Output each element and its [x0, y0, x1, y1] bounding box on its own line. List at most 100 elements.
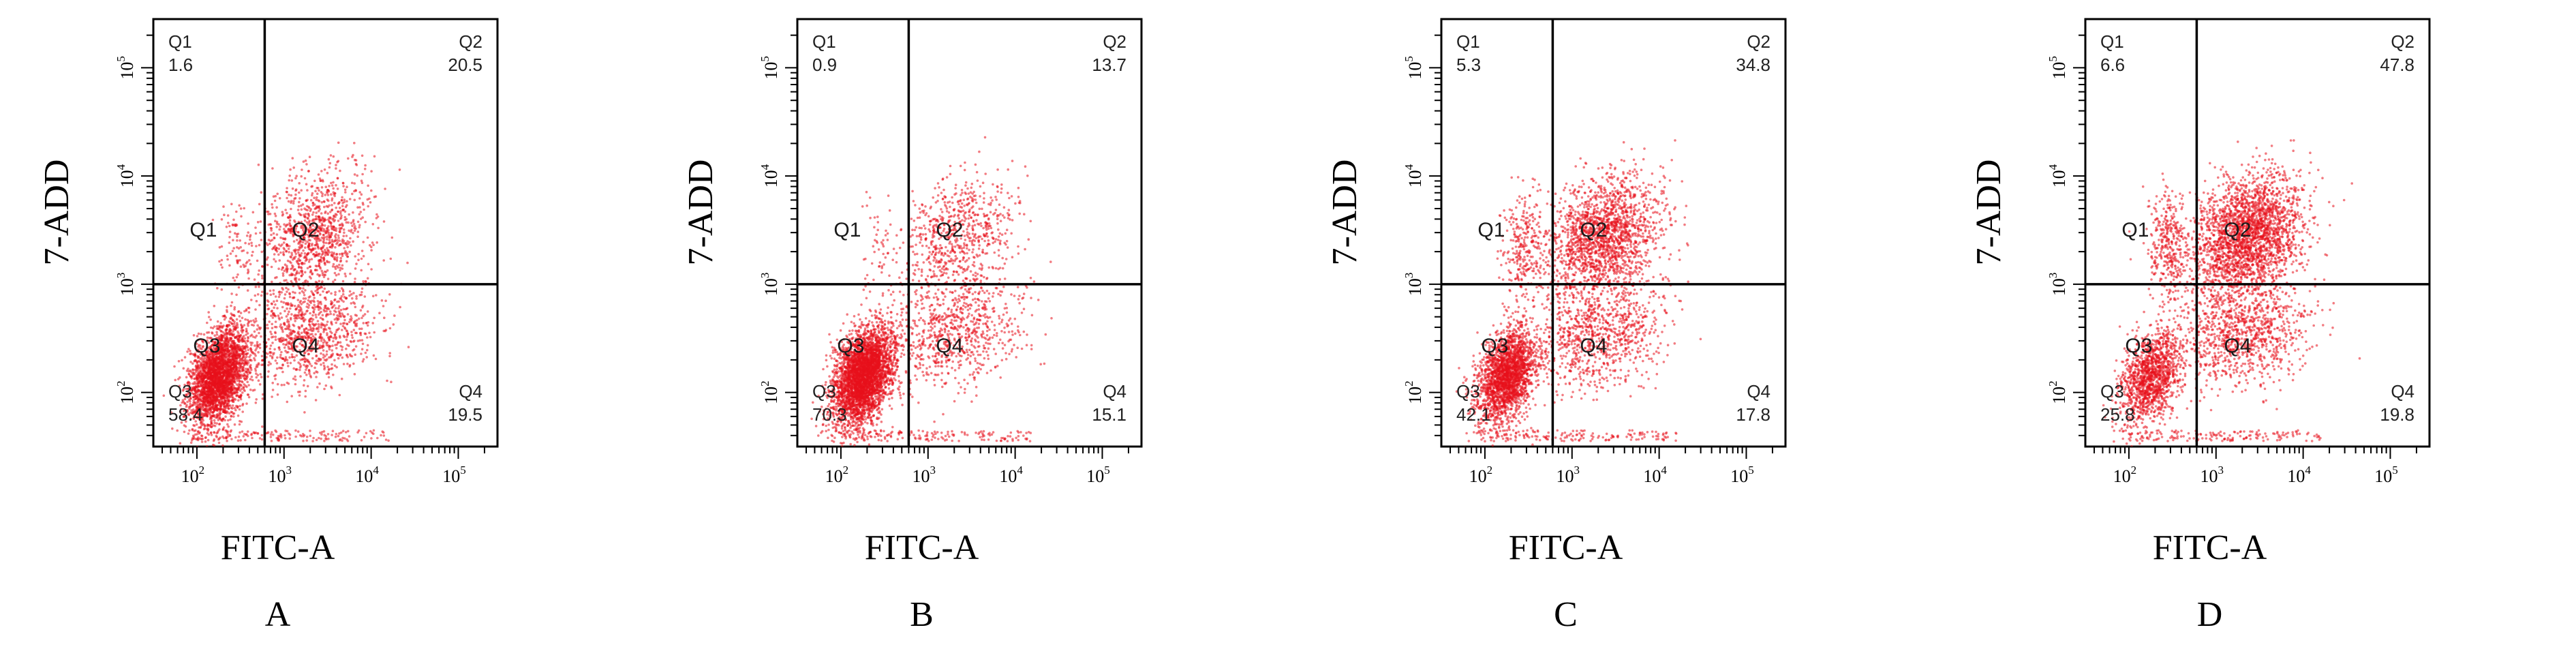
- event-point: [226, 430, 230, 433]
- event-point: [202, 423, 206, 426]
- event-point: [345, 241, 348, 245]
- event-point: [267, 370, 270, 373]
- event-point: [349, 272, 352, 275]
- event-point: [318, 280, 321, 283]
- event-point: [231, 407, 234, 410]
- event-point: [313, 300, 316, 303]
- event-point: [292, 349, 295, 352]
- event-point: [225, 325, 228, 327]
- event-point: [259, 231, 262, 235]
- event-point: [197, 389, 200, 391]
- event-point: [301, 262, 304, 266]
- event-point: [251, 389, 255, 392]
- event-point: [217, 372, 220, 376]
- event-point: [266, 256, 269, 259]
- event-point: [249, 388, 252, 391]
- event-point: [192, 334, 196, 337]
- event-point: [281, 337, 285, 340]
- event-point: [213, 363, 217, 367]
- event-point: [315, 254, 318, 257]
- event-point: [352, 240, 354, 243]
- event-point: [214, 406, 217, 410]
- event-point: [330, 320, 333, 324]
- event-point: [312, 229, 316, 232]
- event-point: [215, 367, 218, 371]
- event-point: [268, 242, 271, 245]
- event-point: [199, 369, 202, 372]
- event-point: [294, 368, 298, 372]
- event-point: [362, 322, 365, 325]
- event-point: [284, 356, 288, 359]
- event-point: [228, 400, 230, 403]
- event-point: [200, 410, 202, 414]
- event-point: [361, 250, 364, 252]
- event-point: [360, 269, 363, 272]
- event-point: [324, 241, 328, 245]
- event-point: [206, 371, 210, 374]
- event-point: [224, 391, 227, 395]
- event-point: [194, 359, 198, 362]
- event-point: [206, 339, 209, 342]
- event-point: [319, 301, 322, 303]
- event-point: [320, 310, 322, 314]
- event-point: [335, 346, 338, 350]
- event-point: [326, 365, 329, 368]
- event-point: [316, 344, 318, 346]
- event-point: [297, 325, 301, 329]
- event-point: [322, 258, 326, 261]
- event-point: [208, 373, 211, 376]
- event-point: [311, 213, 314, 216]
- event-point: [250, 350, 254, 354]
- event-point: [344, 307, 347, 311]
- event-point: [286, 361, 289, 365]
- event-point: [315, 196, 318, 199]
- event-point: [189, 397, 192, 400]
- event-point: [322, 230, 325, 232]
- event-point: [318, 261, 321, 265]
- event-point: [356, 220, 360, 224]
- event-point: [352, 292, 355, 295]
- event-point: [384, 299, 387, 303]
- event-point: [275, 206, 278, 209]
- event-point: [319, 316, 322, 320]
- event-point: [189, 352, 193, 355]
- event-point: [366, 336, 369, 339]
- event-point: [266, 292, 269, 295]
- event-point: [274, 359, 277, 362]
- event-point: [271, 342, 274, 344]
- event-point: [221, 371, 225, 374]
- event-point: [370, 189, 373, 192]
- event-point: [283, 223, 286, 226]
- event-point: [181, 399, 185, 402]
- event-point: [194, 401, 197, 404]
- event-point: [335, 307, 337, 310]
- event-point: [254, 308, 257, 311]
- event-point: [277, 253, 280, 256]
- event-point: [329, 312, 333, 316]
- event-point: [326, 320, 329, 323]
- event-point: [226, 352, 230, 355]
- event-point: [228, 407, 230, 410]
- event-point: [218, 389, 221, 392]
- event-point: [341, 254, 344, 258]
- event-point: [341, 280, 345, 283]
- event-point: [340, 377, 343, 380]
- event-point: [230, 386, 233, 389]
- event-point: [346, 313, 350, 316]
- event-point: [239, 365, 242, 368]
- event-point: [256, 324, 260, 327]
- event-point: [240, 374, 243, 376]
- event-point: [368, 244, 371, 247]
- event-point: [240, 387, 243, 391]
- event-point: [371, 322, 374, 325]
- event-point: [186, 410, 189, 413]
- event-point: [341, 252, 343, 255]
- event-point: [226, 374, 230, 376]
- event-point: [233, 344, 236, 348]
- event-point: [317, 215, 320, 218]
- event-point: [319, 333, 322, 335]
- event-point: [311, 248, 315, 252]
- event-point: [340, 198, 343, 202]
- event-point: [339, 224, 342, 226]
- event-point: [322, 356, 325, 359]
